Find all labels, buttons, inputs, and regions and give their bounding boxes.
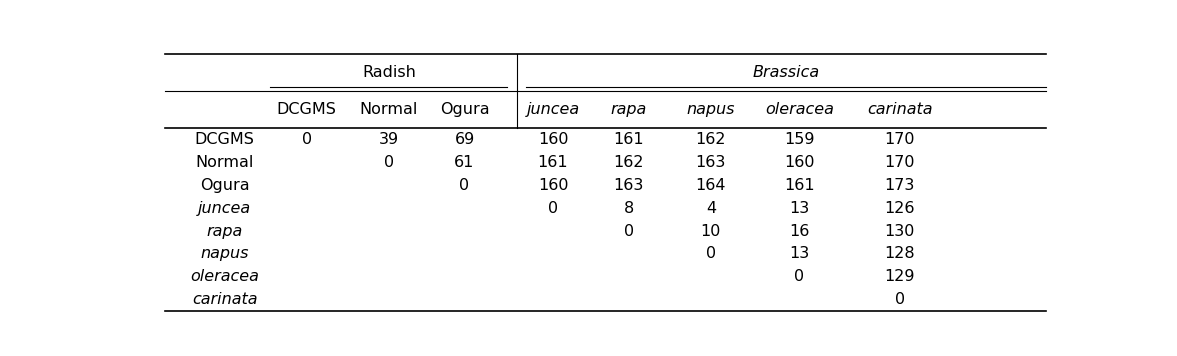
Text: carinata: carinata [192, 292, 258, 307]
Text: 0: 0 [895, 292, 905, 307]
Text: 0: 0 [384, 155, 394, 169]
Text: 0: 0 [706, 246, 716, 261]
Text: 61: 61 [454, 155, 474, 169]
Text: juncea: juncea [526, 102, 579, 117]
Text: 129: 129 [884, 269, 915, 284]
Text: 126: 126 [884, 200, 915, 215]
Text: oleracea: oleracea [765, 102, 833, 117]
Text: rapa: rapa [611, 102, 647, 117]
Text: 130: 130 [884, 224, 915, 239]
Text: 39: 39 [379, 132, 399, 147]
Text: 0: 0 [548, 200, 558, 215]
Text: 69: 69 [454, 132, 474, 147]
Text: 173: 173 [884, 178, 915, 193]
Text: 163: 163 [696, 155, 726, 169]
Text: 160: 160 [538, 132, 568, 147]
Text: 10: 10 [700, 224, 722, 239]
Text: Ogura: Ogura [440, 102, 490, 117]
Text: 162: 162 [613, 155, 644, 169]
Text: 163: 163 [613, 178, 644, 193]
Text: 159: 159 [784, 132, 814, 147]
Text: 0: 0 [459, 178, 470, 193]
Text: 170: 170 [884, 132, 915, 147]
Text: 0: 0 [301, 132, 312, 147]
Text: rapa: rapa [206, 224, 242, 239]
Text: 161: 161 [538, 155, 568, 169]
Text: 128: 128 [884, 246, 915, 261]
Text: napus: napus [686, 102, 736, 117]
Text: DCGMS: DCGMS [194, 132, 254, 147]
Text: 170: 170 [884, 155, 915, 169]
Text: Ogura: Ogura [200, 178, 250, 193]
Text: 164: 164 [696, 178, 726, 193]
Text: carinata: carinata [867, 102, 932, 117]
Text: 0: 0 [794, 269, 804, 284]
Text: 8: 8 [624, 200, 634, 215]
Text: napus: napus [200, 246, 248, 261]
Text: 161: 161 [784, 178, 814, 193]
Text: 16: 16 [789, 224, 810, 239]
Text: 160: 160 [538, 178, 568, 193]
Text: DCGMS: DCGMS [277, 102, 337, 117]
Text: 13: 13 [790, 246, 810, 261]
Text: juncea: juncea [198, 200, 251, 215]
Text: Radish: Radish [361, 65, 415, 80]
Text: 13: 13 [790, 200, 810, 215]
Text: oleracea: oleracea [191, 269, 259, 284]
Text: 160: 160 [784, 155, 814, 169]
Text: 162: 162 [696, 132, 726, 147]
Text: Normal: Normal [360, 102, 418, 117]
Text: 4: 4 [706, 200, 716, 215]
Text: 0: 0 [624, 224, 634, 239]
Text: Brassica: Brassica [752, 65, 819, 80]
Text: Normal: Normal [195, 155, 254, 169]
Text: 161: 161 [613, 132, 644, 147]
